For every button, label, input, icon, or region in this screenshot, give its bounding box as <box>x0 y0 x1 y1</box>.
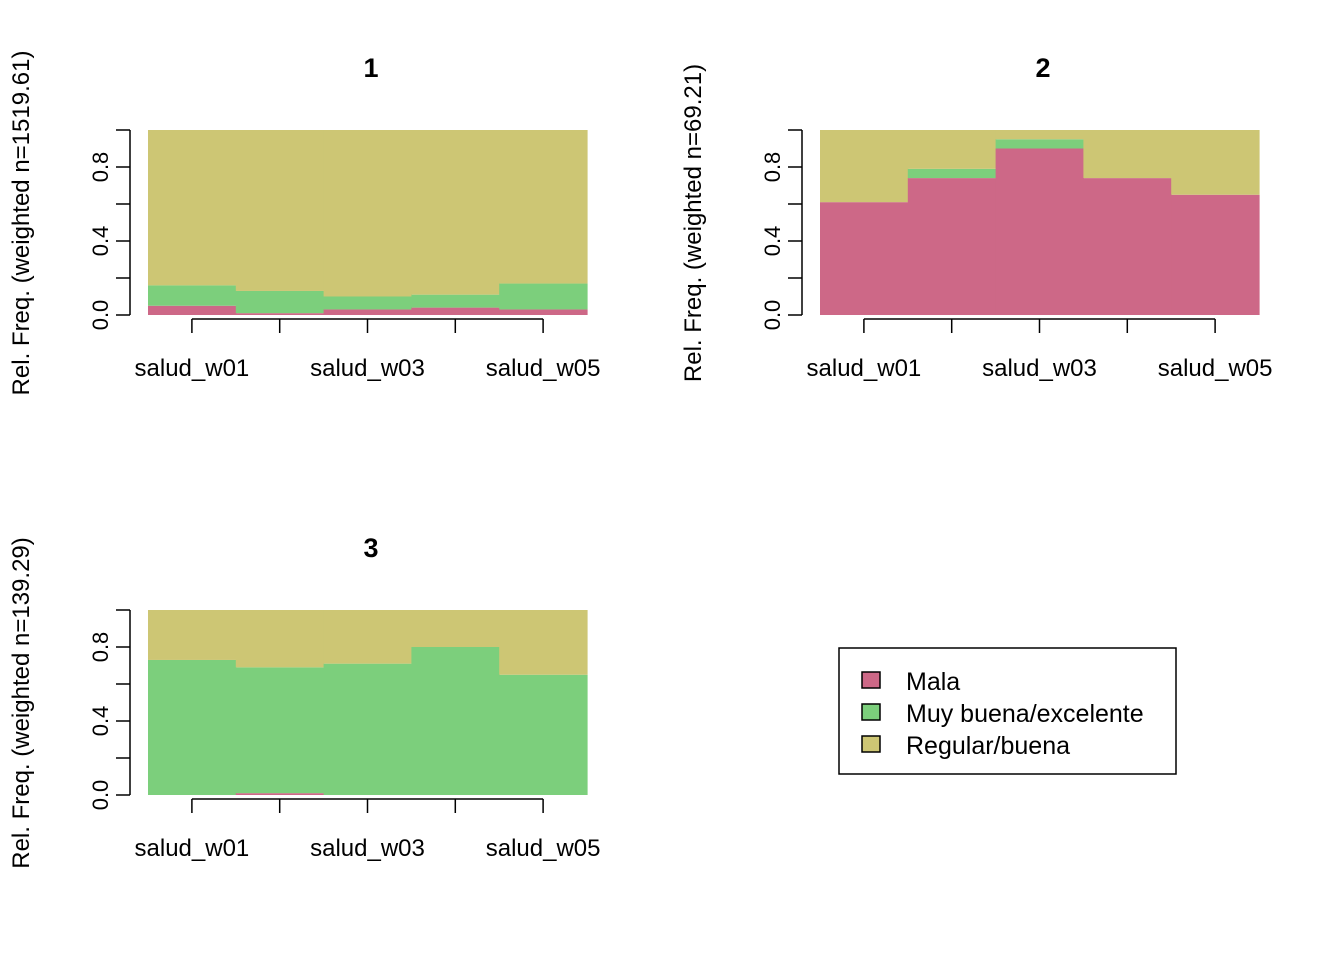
plot-area <box>820 130 1260 315</box>
stacked-segment <box>411 610 500 647</box>
axes: 0.0 0.4 0.8 salud_w01 salud_w03 salud_w05 <box>88 129 601 382</box>
x-tick-label: salud_w03 <box>982 355 1097 382</box>
stacked-segment <box>499 130 588 284</box>
stacked-segment <box>907 178 997 315</box>
stacked-segment <box>499 674 588 795</box>
stacked-segment <box>148 130 237 286</box>
stacked-segment <box>1171 130 1260 195</box>
plot-area <box>148 130 588 315</box>
y-tick-label: 0.0 <box>88 300 113 331</box>
y-tick-label: 0.0 <box>760 300 785 331</box>
stacked-segment <box>1171 194 1260 315</box>
legend-swatch <box>861 735 881 753</box>
legend-item-muy-buena-excelente: Muy buena/excelente <box>861 700 1144 728</box>
stacked-segment <box>907 168 997 179</box>
stacked-segment <box>323 309 412 315</box>
y-tick-label: 0.8 <box>88 152 113 183</box>
y-tick-label: 0.0 <box>88 780 113 811</box>
y-tick-label: 0.4 <box>88 706 113 737</box>
stacked-segment <box>323 296 412 310</box>
y-tick-label: 0.8 <box>760 152 785 183</box>
stacked-segment <box>411 130 500 295</box>
x-tick-label: salud_w01 <box>807 355 922 382</box>
x-tick-label: salud_w05 <box>486 355 601 382</box>
y-tick-label: 0.4 <box>88 226 113 257</box>
y-axis-label: Rel. Freq. (weighted n=139.29) <box>8 537 35 869</box>
stacked-segment <box>235 313 325 315</box>
y-axis-label: Rel. Freq. (weighted n=69.21) <box>680 64 707 382</box>
stacked-segment <box>148 610 237 660</box>
stacked-segment <box>323 130 412 297</box>
stacked-segment <box>235 130 325 291</box>
stacked-segment <box>235 290 325 314</box>
stacked-segment <box>235 667 325 794</box>
x-tick-label: salud_w05 <box>486 835 601 862</box>
stacked-segment <box>148 659 237 795</box>
stacked-segment <box>499 309 588 315</box>
stacked-segment <box>995 148 1084 315</box>
panel-title: 3 <box>363 533 378 563</box>
axes: 0.0 0.4 0.8 salud_w01 salud_w03 salud_w05 <box>88 609 601 862</box>
stacked-segment <box>235 793 325 795</box>
x-tick-label: salud_w05 <box>1158 355 1273 382</box>
stacked-segment <box>148 285 237 306</box>
stacked-segment <box>995 130 1084 140</box>
stacked-segment <box>499 283 588 310</box>
stacked-segment <box>323 663 412 795</box>
stacked-segment <box>411 307 500 315</box>
legend-swatch <box>861 703 881 721</box>
panel-title: 1 <box>363 53 378 83</box>
stacked-segment <box>148 305 237 315</box>
legend-item-mala: Mala <box>861 668 960 696</box>
stacked-segment <box>1083 178 1172 315</box>
x-tick-label: salud_w01 <box>135 355 250 382</box>
panel-title: 2 <box>1035 53 1050 83</box>
panel-3: 0.0 0.4 0.8 salud_w01 salud_w03 salud_w05 3 R… <box>8 533 600 869</box>
legend-label: Regular/buena <box>906 732 1070 760</box>
stacked-segment <box>323 610 412 664</box>
panel-2: 0.0 0.4 0.8 salud_w01 salud_w03 salud_w05 2 R… <box>680 53 1272 382</box>
legend-box <box>838 647 1177 775</box>
y-axis-label: Rel. Freq. (weighted n=1519.61) <box>8 51 35 396</box>
stacked-segment <box>995 139 1084 149</box>
plot-area <box>148 610 588 795</box>
x-tick-label: salud_w01 <box>135 835 250 862</box>
stacked-segment <box>499 610 588 675</box>
stacked-segment <box>1083 130 1172 179</box>
stacked-segment <box>235 610 325 668</box>
legend: Mala Muy buena/excelente Regular/buena <box>838 647 1177 775</box>
legend-swatch <box>861 671 881 689</box>
x-tick-label: salud_w03 <box>310 835 425 862</box>
stacked-segment <box>820 202 909 315</box>
stacked-segment <box>907 130 997 169</box>
stacked-segment <box>411 294 500 308</box>
legend-label: Muy buena/excelente <box>906 700 1144 728</box>
stacked-segment <box>411 647 500 795</box>
y-tick-label: 0.4 <box>760 226 785 257</box>
axes: 0.0 0.4 0.8 salud_w01 salud_w03 salud_w05 <box>760 129 1273 382</box>
y-tick-label: 0.8 <box>88 632 113 663</box>
panel-1: 0.0 0.4 0.8 salud_w01 salud_w03 salud_w05 1 R… <box>8 51 600 396</box>
legend-item-regular-buena: Regular/buena <box>861 732 1070 760</box>
legend-label: Mala <box>906 668 960 696</box>
x-tick-label: salud_w03 <box>310 355 425 382</box>
stacked-segment <box>820 130 909 203</box>
